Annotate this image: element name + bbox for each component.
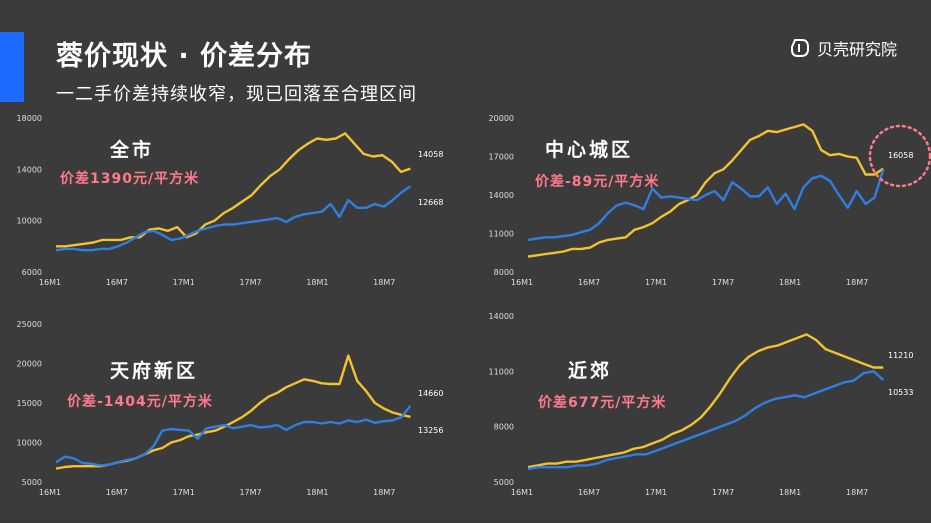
price-diff-annotation: 价差-89元/平方米 (535, 173, 659, 190)
x-tick-label: 16M1 (39, 488, 61, 497)
x-tick-label: 17M7 (239, 488, 261, 497)
y-tick-label: 14000 (489, 312, 514, 321)
end-value-label: 10533 (888, 388, 913, 397)
x-tick-label: 18M7 (846, 278, 868, 287)
end-value-label: 13256 (418, 426, 443, 435)
second_hand-series-line (55, 404, 412, 467)
end-value-label: 14058 (418, 150, 443, 159)
price-diff-annotation: 价差1390元/平方米 (60, 170, 199, 187)
y-tick-label: 18000 (17, 114, 42, 123)
x-tick-label: 16M7 (106, 488, 128, 497)
x-tick-label: 16M1 (39, 278, 61, 287)
y-tick-label: 8000 (494, 268, 514, 277)
new_home-series-line (527, 333, 884, 469)
x-tick-label: 18M1 (779, 488, 801, 497)
y-tick-label: 6000 (22, 268, 42, 277)
x-tick-label: 17M1 (645, 278, 667, 287)
y-tick-label: 10000 (17, 439, 42, 448)
y-tick-label: 14000 (17, 165, 42, 174)
end-value-label: 12668 (418, 198, 443, 207)
y-tick-label: 11000 (489, 367, 514, 376)
chart-title: 全市 (109, 138, 154, 161)
x-tick-label: 17M1 (645, 488, 667, 497)
x-tick-label: 18M1 (306, 278, 328, 287)
beike-logo-icon (790, 39, 809, 57)
x-tick-label: 16M1 (511, 488, 533, 497)
end-value-label: 16058 (888, 151, 913, 160)
y-tick-label: 11000 (489, 230, 514, 239)
page-title: 蓉价现状 · 价差分布 (56, 41, 313, 72)
x-tick-label: 18M7 (846, 488, 868, 497)
x-tick-label: 16M1 (511, 278, 533, 287)
end-value-label: 11210 (888, 351, 913, 360)
x-tick-label: 16M7 (106, 278, 128, 287)
chart-title: 中心城区 (545, 138, 633, 161)
x-tick-label: 18M7 (373, 278, 395, 287)
price-diff-annotation: 价差-1404元/平方米 (67, 393, 213, 410)
y-tick-label: 8000 (494, 423, 514, 432)
highlight-circle (868, 124, 931, 188)
x-tick-label: 18M1 (779, 278, 801, 287)
second_hand-series-line (55, 185, 412, 252)
accent-bar (0, 32, 24, 102)
page-subtitle: 一二手价差持续收窄，现已回落至合理区间 (56, 84, 417, 105)
y-tick-label: 20000 (17, 360, 42, 369)
y-tick-label: 5000 (494, 478, 514, 487)
price-diff-annotation: 价差677元/平方米 (538, 394, 666, 411)
new_home-series-line (56, 132, 411, 248)
y-tick-label: 17000 (489, 153, 514, 162)
y-tick-label: 25000 (17, 320, 42, 329)
x-tick-label: 18M1 (306, 488, 328, 497)
brand: 贝壳研究院 (789, 36, 897, 60)
y-tick-label: 14000 (489, 191, 514, 200)
second_hand-series-line (527, 168, 885, 242)
x-tick-label: 18M7 (373, 488, 395, 497)
x-tick-label: 17M7 (712, 278, 734, 287)
new_home-series-line (527, 123, 884, 258)
y-tick-label: 15000 (17, 399, 42, 408)
end-value-label: 14660 (418, 389, 443, 398)
y-tick-label: 20000 (489, 114, 514, 123)
x-tick-label: 16M7 (578, 488, 600, 497)
x-tick-label: 17M1 (173, 278, 195, 287)
y-tick-label: 5000 (22, 478, 42, 487)
x-tick-label: 17M7 (239, 278, 261, 287)
second_hand-series-line (527, 370, 885, 471)
y-tick-label: 10000 (17, 217, 42, 226)
chart-title: 天府新区 (110, 359, 198, 382)
chart-title: 近郊 (568, 359, 612, 382)
x-tick-label: 17M7 (712, 488, 734, 497)
brand-name: 贝壳研究院 (816, 40, 897, 59)
x-tick-label: 17M1 (173, 488, 195, 497)
x-tick-label: 16M7 (578, 278, 600, 287)
